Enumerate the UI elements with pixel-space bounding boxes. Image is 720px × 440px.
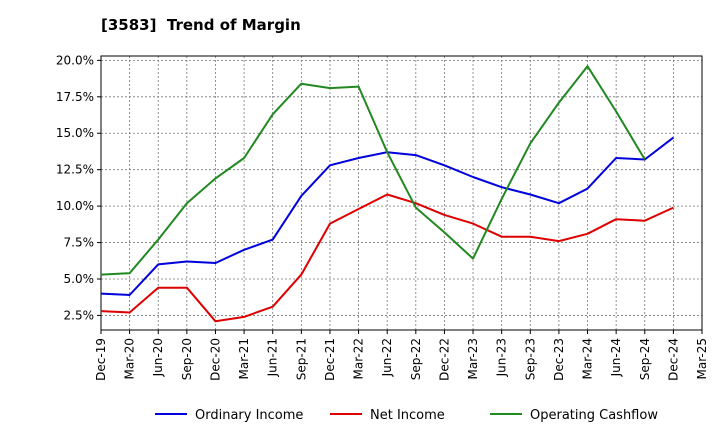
- x-tick-label: Dec-23: [552, 338, 566, 381]
- series-line-operating-cashflow: [100, 65, 646, 276]
- x-tick-label: Jun-22: [380, 338, 394, 377]
- x-tick-label: Dec-19: [94, 338, 108, 381]
- x-tick-label: Sep-22: [409, 338, 423, 380]
- plot-frame: [100, 55, 703, 331]
- x-tick-label: Mar-20: [123, 338, 137, 379]
- x-tick-label: Jun-21: [266, 338, 280, 377]
- x-tick-label: Jun-24: [609, 338, 623, 377]
- x-tick-label: Mar-22: [352, 338, 366, 379]
- x-tick-label: Jun-20: [151, 338, 165, 377]
- y-tick-label: 20.0%: [56, 53, 94, 67]
- y-tick-label: 10.0%: [56, 199, 94, 213]
- legend-label: Ordinary Income: [195, 408, 303, 423]
- x-tick-label: Dec-21: [323, 338, 337, 381]
- x-tick-label: Sep-21: [294, 338, 308, 380]
- x-tick-label: Mar-24: [581, 338, 595, 379]
- y-axis: 2.5% 5.0% 7.5% 10.0% 12.5% 15.0% 17.5% 20.0%: [56, 53, 101, 322]
- x-tick-label: Dec-24: [666, 338, 680, 381]
- x-axis: Dec-19 Mar-20 Jun-20 Sep-20 Dec-20 Mar-21 Jun-…: [94, 330, 709, 381]
- legend: Ordinary Income Net Income Operating Cashf…: [155, 408, 658, 423]
- x-tick-label: Dec-20: [208, 338, 222, 381]
- x-tick-label: Dec-22: [437, 338, 451, 381]
- x-tick-label: Sep-23: [523, 338, 537, 380]
- y-tick-label: 5.0%: [64, 272, 95, 286]
- y-tick-label: 7.5%: [64, 236, 95, 250]
- y-tick-label: 15.0%: [56, 126, 94, 140]
- x-tick-label: Sep-24: [638, 338, 652, 380]
- x-tick-label: Sep-20: [180, 338, 194, 380]
- x-tick-label: Mar-21: [237, 338, 251, 379]
- series-line-net-income: [100, 193, 674, 323]
- y-tick-label: 12.5%: [56, 163, 94, 177]
- x-tick-label: Mar-25: [695, 338, 709, 379]
- legend-label: Net Income: [370, 408, 445, 423]
- chart-title: [3583] Trend of Margin: [101, 16, 301, 34]
- legend-label: Operating Cashflow: [530, 408, 658, 423]
- y-tick-label: 2.5%: [64, 308, 95, 322]
- series-lines: [100, 65, 675, 323]
- y-tick-label: 17.5%: [56, 90, 94, 104]
- x-tick-label: Jun-23: [495, 338, 509, 377]
- x-tick-label: Mar-23: [466, 338, 480, 379]
- grid-lines: [101, 56, 702, 330]
